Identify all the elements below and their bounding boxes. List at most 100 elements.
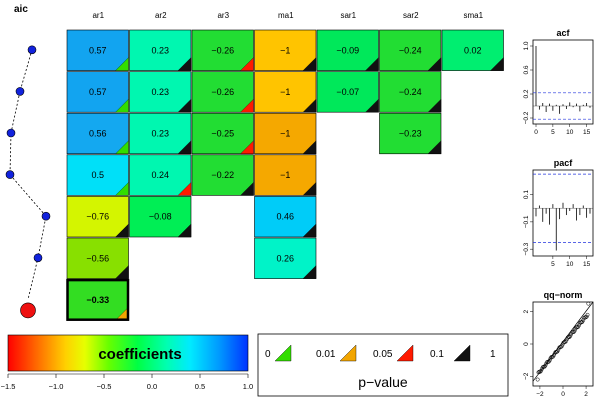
cell-value: −0.08	[149, 212, 172, 222]
pvalue-marker	[490, 57, 504, 71]
colorbar-tick-label: 0.5	[195, 382, 205, 391]
cell-value: 0.23	[151, 45, 169, 55]
heatmap-cell	[66, 154, 129, 196]
pvalue-marker	[302, 223, 317, 238]
heatmap-cell	[129, 154, 192, 196]
colorbar: coefficients −1.5 −1.0 −0.5 0.0 0.5 1.0	[1, 334, 253, 391]
pvalue-marker	[115, 265, 129, 279]
acf-frame	[532, 39, 594, 125]
pvalue-label: p−value	[358, 374, 408, 390]
cell-value: 0.5	[91, 170, 104, 180]
cell-value: 0.57	[89, 45, 107, 55]
heatmap-cell	[66, 71, 129, 113]
aic-point	[27, 45, 37, 55]
y-tick-label: 0.6	[523, 65, 530, 74]
pvalue-marker	[240, 140, 254, 154]
y-tick-label: 1.0	[523, 41, 530, 50]
pvalue-marker	[177, 98, 192, 113]
pvalue-marker	[302, 98, 317, 113]
column-header: sar1	[340, 11, 356, 20]
aic-point	[5, 170, 15, 179]
heatmap-cell	[191, 29, 254, 71]
y-tick-label: −0.2	[523, 111, 530, 124]
aic-title: aic	[14, 4, 28, 15]
colorbar-tick-label: −1.5	[1, 382, 16, 391]
cell-value: −0.56	[86, 253, 109, 263]
qq-point	[556, 347, 561, 352]
heatmap-cell	[316, 29, 379, 71]
column-header: sar2	[403, 11, 419, 20]
heatmap-cell	[191, 154, 254, 196]
colorbar-gradient	[7, 334, 249, 372]
pvalue-swatch	[396, 344, 414, 362]
aic-point	[41, 211, 51, 221]
pvalue-marker	[302, 265, 317, 279]
cell-value: −0.33	[86, 295, 109, 305]
y-tick-label: 0.2	[523, 89, 530, 98]
pvalue-marker	[115, 140, 129, 154]
x-tick-label: 0	[534, 129, 538, 136]
qq-point	[586, 301, 591, 306]
pvalue-marker	[240, 98, 254, 113]
pvalue-marker	[302, 182, 317, 196]
heatmap-cell	[254, 237, 317, 279]
cell-value: −0.24	[399, 87, 422, 97]
cell-value: −1	[280, 129, 290, 139]
pvalue-tick: 0.01	[316, 349, 336, 360]
acf-panel: acf −0.2 0.2 0.6 1.0 0 5 10 15	[523, 28, 594, 136]
y-tick-label: −0.3	[523, 242, 530, 255]
pvalue-legend: 0 0.01 0.05 0.1 1 p−value	[257, 333, 509, 397]
cell-value: 0.23	[151, 129, 169, 139]
column-header: sma1	[463, 11, 483, 20]
colorbar-label: coefficients	[98, 346, 181, 363]
cell-value: 0.26	[276, 253, 294, 263]
qq-point	[552, 353, 556, 358]
cell-value: −0.26	[211, 45, 234, 55]
heatmap-cell	[254, 71, 317, 113]
aic-point	[20, 302, 36, 319]
qq-point	[538, 369, 543, 374]
pvalue-legend-box	[257, 333, 509, 397]
cell-value: −1	[280, 87, 290, 97]
qq-point	[543, 363, 548, 368]
pvalue-marker	[427, 57, 442, 71]
pacf-panel: pacf −0.3 −0.1 0.1 5 10 15	[523, 158, 594, 268]
pvalue-marker	[177, 57, 192, 71]
pvalue-marker	[365, 98, 379, 113]
heatmap-cell	[129, 196, 192, 238]
pvalue-marker	[115, 98, 129, 113]
qq-point	[585, 312, 590, 317]
x-tick-label: 5	[551, 261, 555, 268]
pvalue-swatch	[453, 344, 471, 362]
x-tick-label: 2	[584, 391, 588, 398]
heatmap-cell	[379, 71, 442, 113]
x-tick-label: 0	[561, 391, 565, 398]
x-tick-label: −2	[536, 391, 544, 398]
heatmap-cell	[191, 71, 254, 113]
column-header: ma1	[278, 11, 294, 20]
cell-value: −0.25	[211, 129, 234, 139]
pvalue-marker	[115, 182, 129, 196]
column-header: ar3	[217, 11, 229, 20]
pvalue-tick: 0.05	[373, 349, 393, 360]
qq-point	[564, 339, 568, 344]
pvalue-marker	[177, 223, 192, 238]
heatmap-cell	[254, 154, 317, 196]
coefficient-grid: 0.57 0.23 −0.26 −1 −0.09 −0.24 0.02 0.57 0.23 −0.…	[66, 29, 504, 321]
cell-value: −1	[280, 45, 290, 55]
colorbar-tick-label: 1.0	[243, 382, 253, 391]
pvalue-tick: 0	[265, 349, 271, 360]
cell-value: −0.26	[211, 87, 234, 97]
heatmap-cell	[66, 196, 129, 238]
heatmap-cell	[129, 71, 192, 113]
cell-value: −1	[280, 170, 290, 180]
column-header: ar1	[92, 11, 104, 20]
pvalue-marker	[115, 57, 129, 71]
heatmap-cell	[379, 29, 442, 71]
qq-reference-line	[532, 301, 594, 382]
qq-point	[542, 364, 547, 369]
cell-value: −0.07	[336, 87, 359, 97]
selected-model-outline	[66, 278, 130, 321]
pvalue-marker	[427, 98, 442, 113]
heatmap-cell	[191, 112, 254, 155]
